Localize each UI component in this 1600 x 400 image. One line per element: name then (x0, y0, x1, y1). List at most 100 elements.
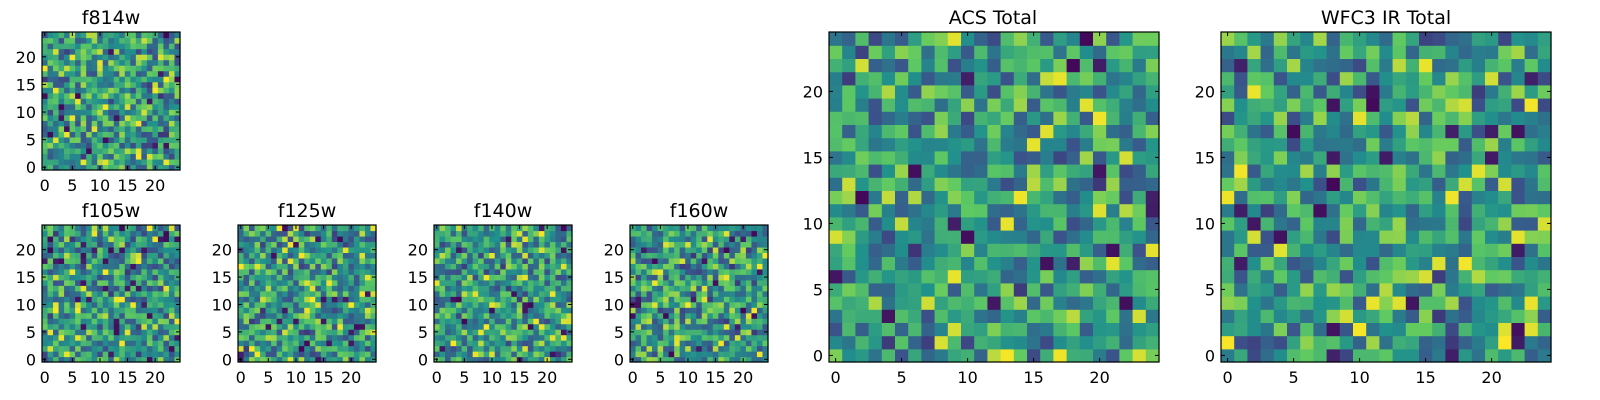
heatmap-cell (113, 92, 120, 99)
heatmap-cell (679, 318, 686, 325)
heatmap-cell (108, 136, 115, 143)
heatmap-cell (461, 312, 468, 319)
heatmap-cell (163, 334, 170, 341)
heatmap-cell (168, 351, 176, 358)
heatmap-cell (456, 334, 463, 341)
heatmap-cell (80, 235, 87, 243)
heatmap-cell (1326, 58, 1341, 73)
heatmap-cell (163, 257, 170, 264)
heatmap-cell (1287, 282, 1301, 297)
heatmap-cell (174, 318, 181, 325)
heatmap-cell (434, 268, 441, 275)
heatmap-cell (483, 252, 490, 259)
heatmap-cell (157, 235, 165, 243)
heatmap-cell (1379, 269, 1394, 284)
heatmap-cell (320, 312, 327, 319)
heatmap-cell (1066, 296, 1081, 310)
heatmap-cell (370, 340, 377, 347)
heatmap-cell (1419, 282, 1433, 297)
heatmap-cell (243, 345, 250, 352)
heatmap-cell (1419, 32, 1433, 46)
heatmap-cell (1353, 137, 1367, 152)
heatmap-cell (439, 246, 446, 253)
heatmap-cell (668, 345, 675, 352)
heatmap-cell (1221, 216, 1235, 231)
heatmap-cell (271, 296, 278, 303)
heatmap-cell (434, 290, 441, 297)
heatmap-cell (1326, 282, 1341, 297)
heatmap-cell (505, 323, 512, 330)
heatmap-cell (1053, 164, 1068, 178)
heatmap-cell (868, 282, 883, 297)
heatmap-cell (908, 322, 922, 337)
heatmap-cell (309, 351, 316, 358)
heatmap-cell (146, 81, 153, 88)
heatmap-cell (91, 114, 98, 121)
heatmap-cell (174, 268, 181, 275)
heatmap-cell (855, 124, 870, 139)
heatmap-cell (108, 131, 115, 138)
heatmap-cell (64, 98, 71, 105)
heatmap-cell (690, 225, 697, 232)
y-tick-label: 20 (16, 241, 36, 260)
heatmap-cell (141, 103, 148, 110)
heatmap-cell (668, 263, 675, 270)
heatmap-cell (1079, 190, 1094, 205)
heatmap-cell (829, 58, 843, 73)
heatmap-cell (337, 257, 344, 264)
heatmap-cell (467, 296, 474, 303)
heatmap-cell (69, 59, 76, 66)
heatmap-cell (353, 334, 361, 341)
heatmap-cell (1093, 98, 1107, 112)
heatmap-cell (538, 296, 545, 303)
heatmap-cell (58, 109, 65, 116)
heatmap-cell (47, 279, 54, 286)
heatmap-cell (298, 334, 305, 341)
heatmap-cell (674, 356, 681, 363)
heatmap-cell (97, 323, 104, 330)
heatmap-cell (921, 177, 936, 191)
heatmap-cell (842, 124, 856, 139)
heatmap-cell (829, 269, 843, 284)
heatmap-cell (265, 268, 272, 275)
heatmap-cell (293, 340, 300, 347)
heatmap-cell (157, 285, 165, 292)
heatmap-cell (260, 312, 267, 319)
heatmap-cell (42, 257, 49, 264)
heatmap-cell (560, 290, 568, 297)
heatmap-cell (456, 307, 463, 314)
y-tick-label: 10 (16, 103, 36, 122)
heatmap-cell (1066, 111, 1081, 125)
heatmap-cell (489, 323, 496, 330)
heatmap-cell (1027, 269, 1041, 284)
heatmap-cell (842, 203, 856, 218)
heatmap-cell (331, 252, 338, 259)
heatmap-cell (152, 147, 159, 155)
heatmap-cell (113, 103, 120, 110)
heatmap-cell (1287, 243, 1301, 257)
heatmap-cell (348, 246, 355, 253)
heatmap-cell (707, 274, 714, 281)
heatmap-cell (974, 282, 988, 297)
heatmap-cell (1260, 137, 1275, 152)
heatmap-cell (527, 263, 534, 270)
heatmap-cell (1287, 32, 1301, 46)
heatmap-cell (544, 323, 551, 330)
heatmap-cell (163, 279, 170, 286)
heatmap-cell (456, 329, 463, 336)
heatmap-cell (359, 285, 366, 292)
heatmap-cell (337, 345, 344, 352)
heatmap-cell (1106, 256, 1120, 271)
heatmap-cell (282, 345, 289, 352)
heatmap-cell (168, 76, 176, 83)
heatmap-cell (331, 307, 338, 314)
heatmap-cell (974, 269, 988, 284)
heatmap-cell (549, 356, 557, 363)
heatmap-cell (309, 329, 316, 336)
x-tick-label: 0 (432, 368, 442, 387)
heatmap-cell (1326, 177, 1341, 191)
heatmap-cell (282, 263, 289, 270)
heatmap-cell (174, 345, 181, 352)
heatmap-cell (1273, 322, 1288, 337)
